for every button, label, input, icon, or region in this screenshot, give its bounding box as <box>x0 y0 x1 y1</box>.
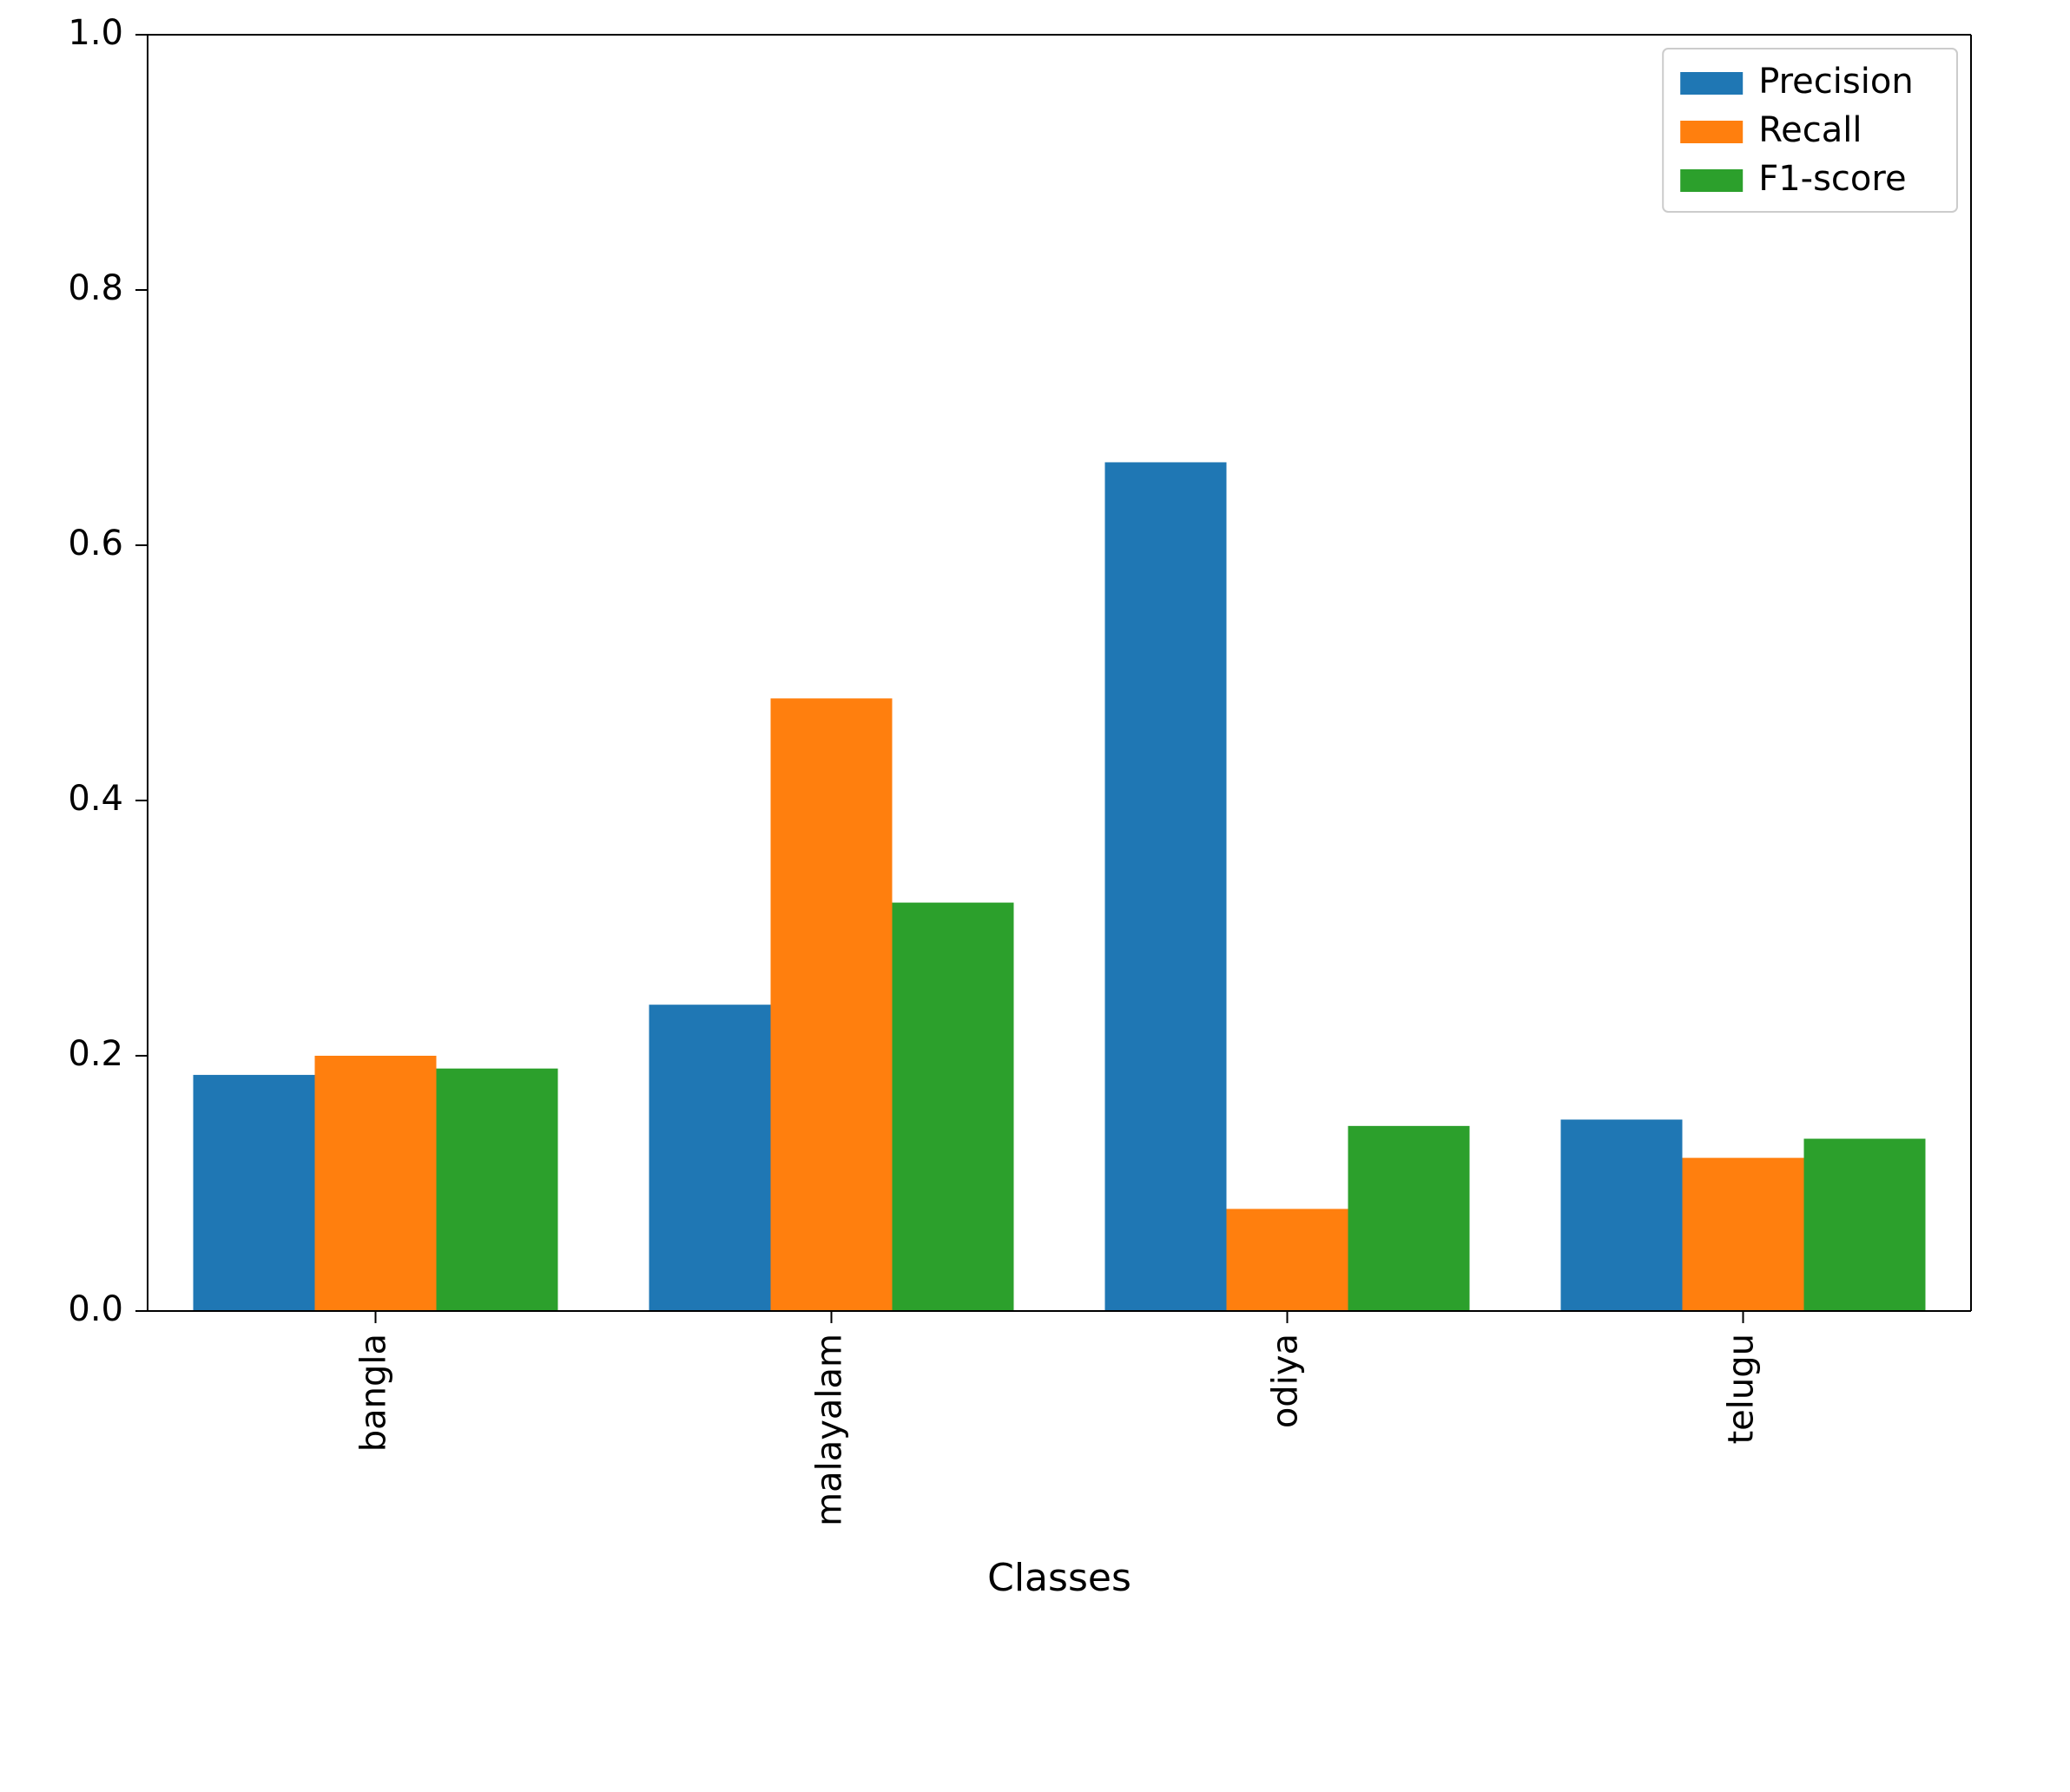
legend-label: F1-score <box>1758 159 1906 199</box>
legend-swatch <box>1680 169 1743 192</box>
x-tick-label: malayalam <box>810 1334 850 1526</box>
bar-telugu-precision <box>1561 1120 1683 1312</box>
bar-odiya-recall <box>1227 1209 1348 1311</box>
bar-malayalam-precision <box>649 1005 771 1311</box>
bar-odiya-precision <box>1105 462 1227 1311</box>
bar-malayalam-recall <box>771 698 893 1311</box>
bar-bangla-f1-score <box>437 1069 558 1311</box>
legend-label: Recall <box>1758 110 1862 150</box>
y-tick-label: 1.0 <box>68 13 123 53</box>
bar-telugu-recall <box>1683 1158 1804 1311</box>
legend: Precision Recall F1-score <box>1663 49 1957 212</box>
legend-label: Precision <box>1758 62 1913 102</box>
legend-swatch <box>1680 72 1743 95</box>
metrics-bar-chart: 0.0 0.2 0.4 0.6 0.8 1.0 bangla malayalam odiya te… <box>0 0 2070 1792</box>
bar-bangla-recall <box>315 1056 437 1311</box>
bar-telugu-f1-score <box>1804 1139 1926 1311</box>
x-tick-label: telugu <box>1722 1334 1762 1445</box>
bar-bangla-precision <box>194 1075 315 1311</box>
bar-malayalam-f1-score <box>893 903 1014 1311</box>
x-tick-label: bangla <box>354 1334 394 1452</box>
bar-odiya-f1-score <box>1348 1126 1470 1311</box>
legend-swatch <box>1680 121 1743 143</box>
x-axis-label: Classes <box>987 1556 1131 1600</box>
y-tick-label: 0.0 <box>68 1289 123 1329</box>
y-tick-label: 0.6 <box>68 524 123 563</box>
y-tick-label: 0.4 <box>68 779 123 819</box>
y-tick-label: 0.2 <box>68 1034 123 1074</box>
y-tick-label: 0.8 <box>68 268 123 308</box>
x-tick-label: odiya <box>1266 1334 1306 1428</box>
